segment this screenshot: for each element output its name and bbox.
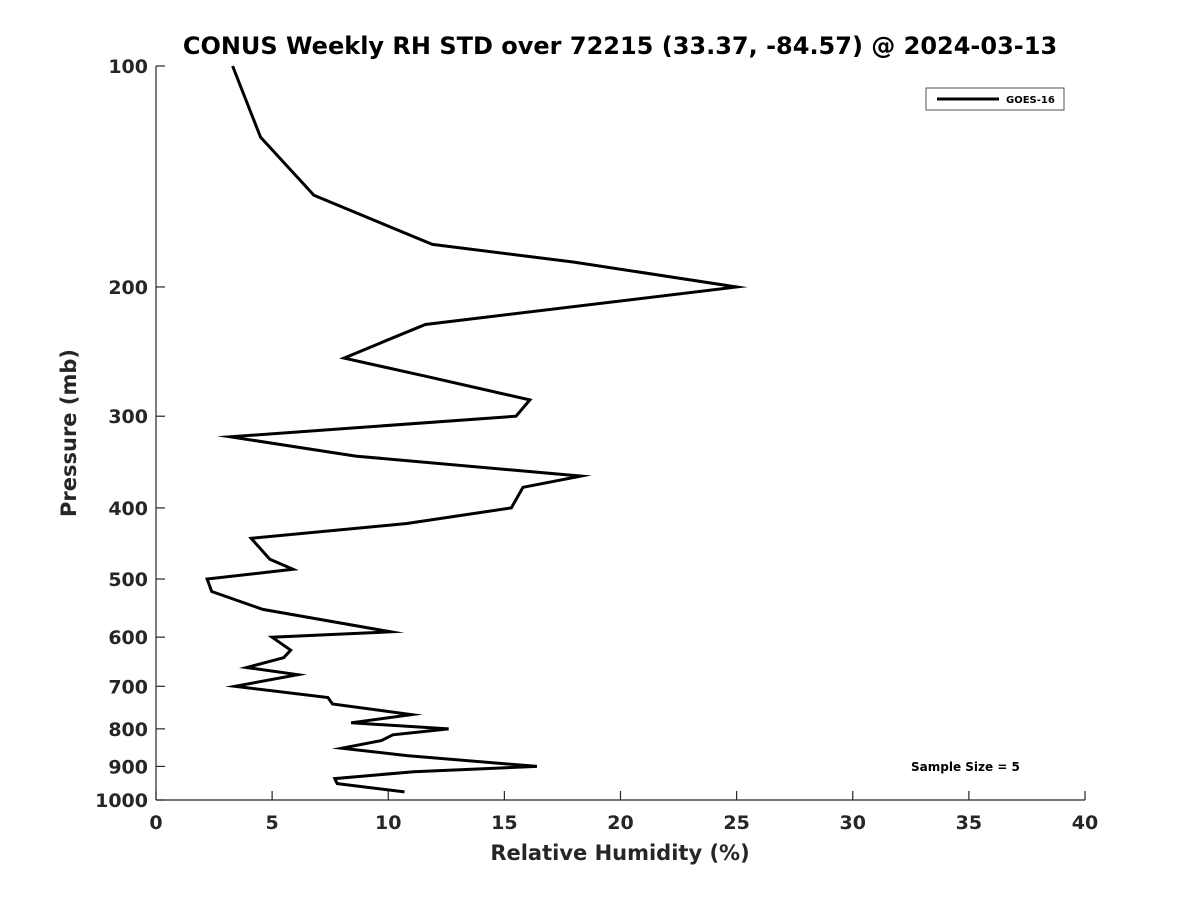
y-tick-label: 900 [108, 756, 148, 778]
chart-title: CONUS Weekly RH STD over 72215 (33.37, -… [183, 32, 1057, 60]
x-tick-label: 40 [1072, 812, 1098, 834]
y-tick-label: 400 [108, 498, 148, 520]
sample-size-annotation: Sample Size = 5 [911, 760, 1020, 774]
y-tick-label: 100 [108, 56, 148, 78]
y-tick-label: 1000 [95, 790, 148, 812]
y-tick-label: 700 [108, 676, 148, 698]
y-tick-label: 300 [108, 406, 148, 428]
y-tick-label: 200 [108, 277, 148, 299]
x-tick-label: 30 [840, 812, 866, 834]
x-tick-label: 10 [375, 812, 401, 834]
y-axis-label: Pressure (mb) [57, 349, 81, 517]
series-line-goes-16 [205, 65, 748, 794]
y-tick-label: 600 [108, 627, 148, 649]
y-tick-label: 500 [108, 569, 148, 591]
x-tick-label: 35 [956, 812, 982, 834]
x-tick-label: 15 [491, 812, 517, 834]
y-tick-label: 800 [108, 719, 148, 741]
y-axis-ticks: 100 200 300 400 500 600 700 800 900 1000 [95, 56, 165, 812]
series-layer [205, 65, 748, 794]
x-tick-label: 25 [723, 812, 749, 834]
x-tick-label: 20 [607, 812, 633, 834]
legend-entry-goes-16: GOES-16 [1006, 95, 1055, 106]
legend: GOES-16 [925, 87, 1065, 111]
x-tick-label: 5 [266, 812, 279, 834]
x-axis-label: Relative Humidity (%) [490, 841, 749, 865]
x-axis-ticks: 0 5 10 15 20 25 30 35 40 [149, 791, 1098, 834]
x-tick-label: 0 [149, 812, 162, 834]
plot-area: 0 5 10 15 20 25 30 35 40 100 200 300 400 500 600 700 80… [95, 56, 1098, 834]
